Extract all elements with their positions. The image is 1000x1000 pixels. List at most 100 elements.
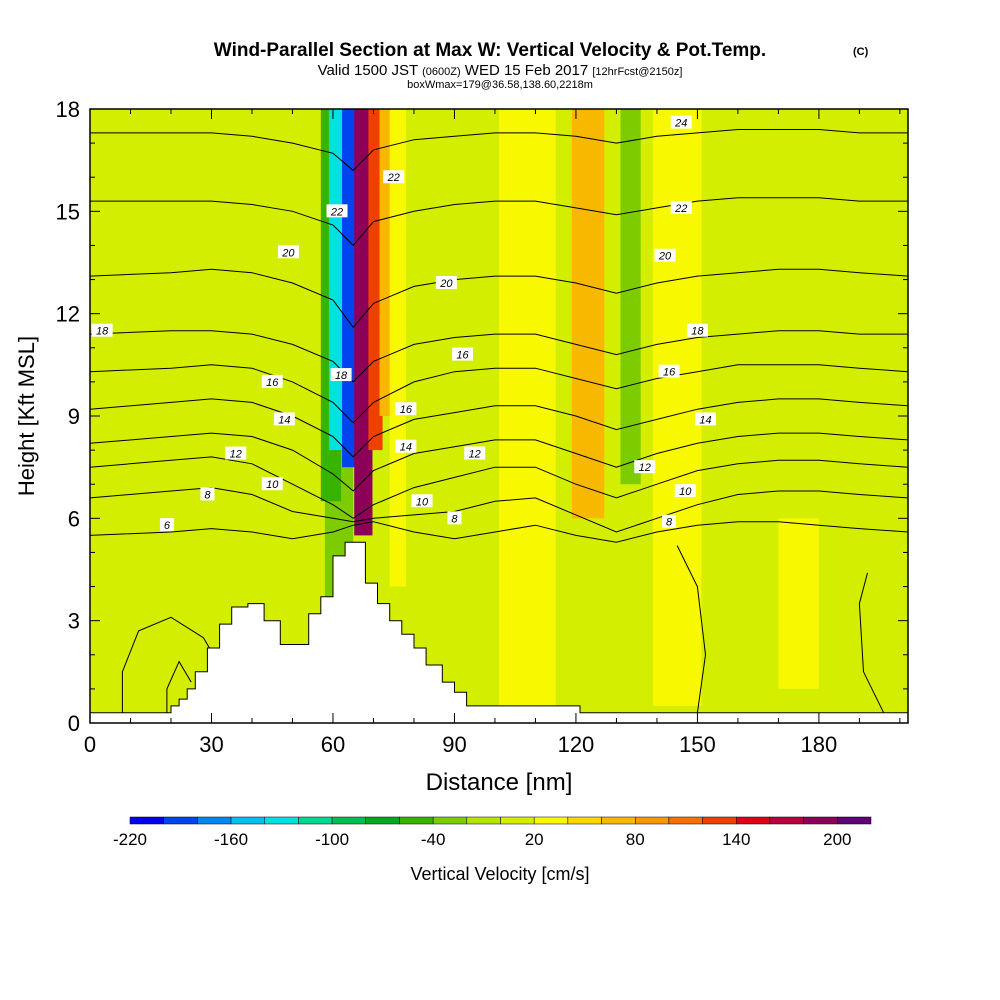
isentrope-label-24: 12 bbox=[634, 460, 656, 474]
isentrope-label-text: 10 bbox=[416, 496, 429, 508]
colorbar-swatch bbox=[264, 816, 299, 825]
x-tick-label: 30 bbox=[199, 732, 223, 757]
low-level-contour-1 bbox=[166, 660, 192, 713]
isentrope-label-10: 22 bbox=[383, 170, 405, 184]
isentrope-label-20: 20 bbox=[654, 248, 676, 263]
colorbar-swatch bbox=[803, 816, 838, 825]
isentrope-label-bg bbox=[91, 323, 113, 337]
isentrope-14-line bbox=[90, 398, 908, 458]
x-axis-label: Distance [nm] bbox=[426, 769, 573, 796]
isentrope-label-text: 22 bbox=[330, 206, 343, 218]
isentrope-label-25: 10 bbox=[674, 484, 696, 498]
valid-date: WED 15 Feb 2017 bbox=[465, 62, 588, 79]
colorbar-swatch bbox=[668, 816, 703, 825]
y-tick-label: 0 bbox=[68, 711, 80, 736]
x-axis: 0 30 60 90 120 150 180 bbox=[84, 109, 901, 757]
valid-time-subtitle: Valid 1500 JST (0600Z) WED 15 Feb 2017 [… bbox=[318, 62, 683, 79]
isentrope-label-text: 8 bbox=[666, 517, 673, 529]
colorbar-swatch bbox=[432, 816, 468, 825]
isentrope-label-text: 10 bbox=[266, 479, 279, 491]
isentrope-label-bg bbox=[383, 170, 405, 184]
y-tick-label: 18 bbox=[56, 97, 80, 122]
isentrope-label-bg bbox=[670, 200, 692, 214]
colorbar-swatch bbox=[769, 816, 804, 825]
isentrope-label-text: 16 bbox=[456, 350, 469, 362]
colorbar-swatch bbox=[331, 816, 367, 825]
isentrope-24-line bbox=[90, 129, 908, 172]
colorbar-tick-label: 80 bbox=[626, 830, 645, 849]
colorbar-swatch bbox=[197, 816, 232, 825]
velocity-band-11 bbox=[620, 109, 641, 485]
velocity-band-5 bbox=[354, 109, 373, 536]
box-info: boxWmax=179@36.58,138.60,2218m bbox=[407, 79, 593, 91]
isentrope-label-19: 22 bbox=[670, 200, 692, 215]
isentrope-label-text: 12 bbox=[230, 449, 242, 461]
isentrope-contours bbox=[90, 129, 908, 543]
copyright-mark: (C) bbox=[853, 46, 869, 58]
forecast-tag: [12hrFcst@2150z] bbox=[592, 66, 682, 78]
isentrope-label-text: 22 bbox=[674, 203, 687, 215]
isentrope-label-text: 8 bbox=[204, 489, 211, 501]
isentrope-label-text: 6 bbox=[164, 520, 171, 532]
isentrope-label-bg bbox=[225, 446, 247, 460]
colorbar-swatch bbox=[399, 816, 434, 825]
colorbar-swatch bbox=[298, 816, 333, 825]
isentrope-label-bg bbox=[435, 275, 457, 289]
isentrope-label-11: 16 bbox=[395, 402, 417, 416]
colorbar-swatch bbox=[634, 816, 670, 825]
isentrope-18-line bbox=[90, 330, 908, 383]
colorbar-tick-label: -220 bbox=[113, 830, 147, 849]
x-tick-label: 60 bbox=[321, 732, 345, 757]
y-tick-label: 12 bbox=[56, 302, 80, 327]
isentrope-label-text: 12 bbox=[469, 449, 481, 461]
colorbar-swatch bbox=[533, 816, 569, 825]
isentrope-label-bg bbox=[395, 439, 417, 453]
colorbar-swatch bbox=[163, 816, 198, 825]
isentrope-label-bg bbox=[261, 374, 283, 388]
isentrope-label-bg bbox=[273, 412, 295, 426]
isentrope-label-22: 16 bbox=[658, 364, 680, 379]
isentrope-labels: 6 8 10 12 14 16 18 20 22 18 22 16 14 10 8 12 16 20 24 22 20 1… bbox=[91, 115, 717, 532]
isentrope-8-line bbox=[90, 487, 908, 533]
isentrope-label-18: 24 bbox=[670, 115, 692, 130]
isentrope-label-bg bbox=[395, 402, 417, 416]
isentrope-label-text: 20 bbox=[658, 251, 672, 263]
isentrope-label-16: 16 bbox=[452, 347, 474, 362]
isentrope-label-bg bbox=[670, 115, 692, 129]
isentrope-label-text: 18 bbox=[691, 326, 704, 338]
colorbar-swatch bbox=[736, 816, 771, 825]
isentrope-label-text: 16 bbox=[266, 377, 279, 389]
velocity-band-9 bbox=[499, 109, 556, 706]
isentrope-label-bg bbox=[277, 245, 299, 259]
colorbar-swatch bbox=[601, 816, 636, 825]
y-tick-label: 15 bbox=[56, 199, 80, 224]
isentrope-16-line bbox=[90, 364, 908, 424]
isentrope-label-3: 12 bbox=[225, 446, 247, 461]
isentrope-12-line bbox=[90, 432, 908, 492]
colorbar-swatch bbox=[365, 816, 400, 825]
isentrope-label-1: 8 bbox=[200, 487, 215, 501]
y-axis-label: Height [Kft MSL] bbox=[14, 336, 39, 496]
terrain-profile bbox=[90, 541, 908, 723]
isentrope-22-line bbox=[90, 197, 908, 247]
isentrope-label-0: 6 bbox=[159, 518, 174, 532]
colorbar-tick-label: -100 bbox=[315, 830, 349, 849]
low-level-contour-3 bbox=[858, 572, 885, 714]
colorbar-swatch bbox=[837, 816, 872, 825]
isentrope-label-13: 10 bbox=[411, 494, 433, 508]
isentrope-label-bg bbox=[654, 248, 676, 262]
colorbar-swatch bbox=[500, 816, 535, 825]
isentrope-label-6: 18 bbox=[91, 323, 113, 338]
x-tick-label: 120 bbox=[558, 732, 595, 757]
isentrope-label-bg bbox=[200, 487, 215, 501]
isentrope-label-text: 8 bbox=[451, 513, 458, 525]
isentrope-label-2: 10 bbox=[261, 477, 283, 491]
isentrope-label-7: 20 bbox=[277, 245, 299, 259]
isentrope-label-21: 18 bbox=[686, 323, 708, 338]
velocity-band-12 bbox=[652, 109, 702, 706]
y-tick-label: 3 bbox=[68, 609, 80, 634]
valid-prefix: Valid 1500 JST bbox=[318, 62, 418, 79]
isentrope-label-5: 16 bbox=[261, 374, 283, 389]
colorbar-tick-label: -40 bbox=[421, 830, 446, 849]
plot-area: 6 8 10 12 14 16 18 20 22 18 22 16 14 10 8 12 16 20 24 22 20 1… bbox=[90, 109, 908, 723]
